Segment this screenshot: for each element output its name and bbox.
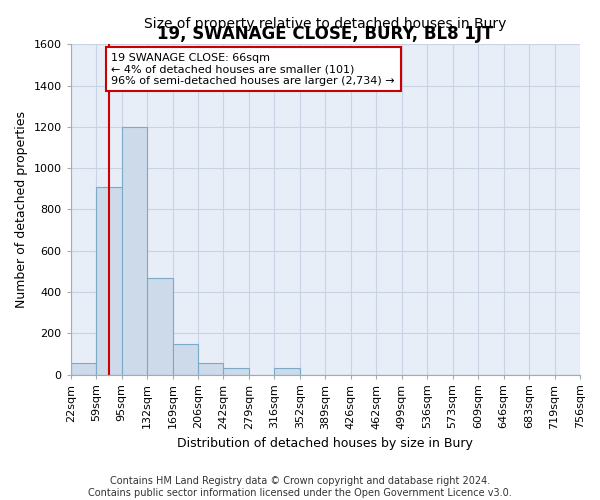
Bar [173,344,198,374]
Bar [147,278,173,374]
Title: 19, SWANAGE CLOSE, BURY, BL8 1JT: 19, SWANAGE CLOSE, BURY, BL8 1JT [157,25,494,43]
Text: Size of property relative to detached houses in Bury: Size of property relative to detached ho… [144,17,506,31]
Bar [71,363,96,374]
Bar [96,187,122,374]
Bar [274,368,300,374]
Bar [122,127,147,374]
X-axis label: Distribution of detached houses by size in Bury: Distribution of detached houses by size … [178,437,473,450]
Text: Contains HM Land Registry data © Crown copyright and database right 2024.
Contai: Contains HM Land Registry data © Crown c… [88,476,512,498]
Y-axis label: Number of detached properties: Number of detached properties [15,111,28,308]
Text: 19 SWANAGE CLOSE: 66sqm
← 4% of detached houses are smaller (101)
96% of semi-de: 19 SWANAGE CLOSE: 66sqm ← 4% of detached… [112,52,395,86]
Bar [198,363,223,374]
Bar [223,368,249,374]
